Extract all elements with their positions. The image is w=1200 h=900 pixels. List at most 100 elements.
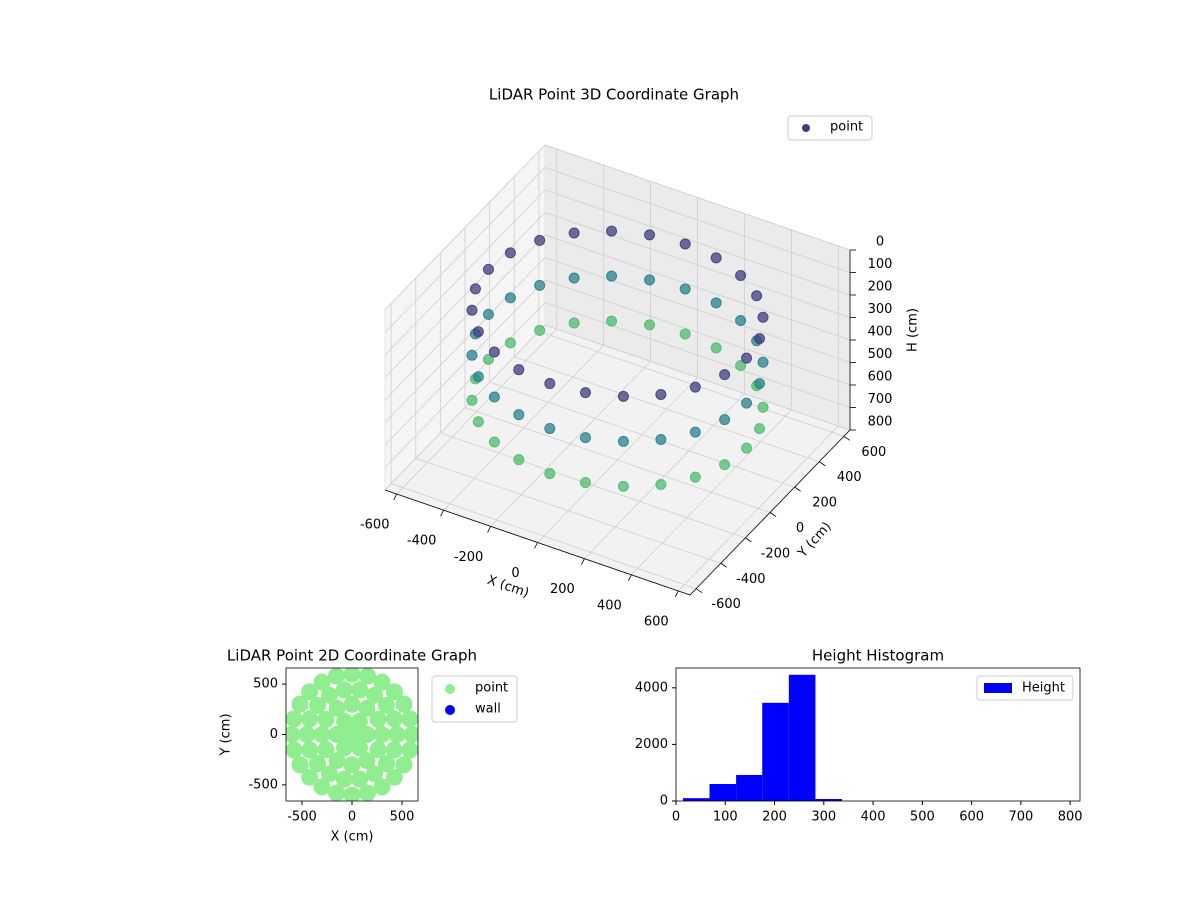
tick-mark	[819, 461, 826, 467]
point	[351, 681, 369, 699]
y-tick-label: 4000	[635, 680, 668, 695]
point	[617, 480, 629, 492]
point	[679, 283, 691, 295]
grid-line	[544, 324, 851, 431]
point	[343, 756, 361, 774]
y-tick-label: 0	[660, 794, 668, 809]
grid-line	[384, 212, 546, 378]
grid-line	[440, 432, 746, 539]
y-axis-label: Y (cm)	[219, 713, 234, 756]
z-tick-label: 0	[876, 235, 884, 250]
point	[335, 681, 353, 699]
z-tick-label: 300	[868, 302, 893, 317]
point	[568, 317, 580, 329]
x-tick-label: 200	[550, 582, 575, 597]
point	[757, 311, 769, 323]
point	[313, 778, 331, 796]
x-tick-label: 600	[644, 614, 669, 629]
point	[301, 683, 319, 701]
bar	[736, 774, 763, 801]
point	[343, 695, 361, 713]
plot-area	[286, 668, 418, 801]
point	[351, 712, 368, 730]
point	[472, 326, 484, 338]
point	[482, 353, 494, 365]
x-axis-label: X (cm)	[331, 830, 374, 845]
z-axis-label: H (cm)	[906, 308, 921, 352]
y-tick-label: -500	[248, 777, 278, 792]
grid-line	[384, 324, 546, 491]
point	[482, 263, 494, 275]
point	[351, 739, 368, 757]
point	[679, 238, 691, 250]
point	[388, 726, 406, 743]
point	[757, 401, 769, 413]
x-tick-label: 0	[348, 810, 356, 825]
axes-frame	[675, 667, 1081, 802]
point	[366, 765, 383, 783]
legend-label: point	[830, 120, 863, 135]
grid-line	[384, 234, 546, 401]
tick-mark	[695, 588, 703, 593]
x-tick-label: 300	[811, 810, 836, 825]
chart-title: Height Histogram	[812, 647, 944, 665]
point	[466, 349, 478, 361]
point	[359, 668, 376, 685]
point	[328, 752, 346, 770]
point	[689, 471, 701, 483]
point	[606, 270, 618, 282]
point	[369, 710, 387, 728]
point	[568, 272, 580, 284]
legend-marker	[802, 124, 810, 132]
point	[617, 390, 629, 402]
point	[741, 397, 753, 409]
bar	[709, 784, 737, 801]
x-tick-label: 0	[672, 810, 680, 825]
grid-line	[514, 356, 820, 463]
grid-line	[544, 167, 851, 273]
legend-marker	[445, 684, 455, 694]
point	[504, 292, 516, 304]
point	[309, 755, 326, 773]
grid-line	[384, 302, 546, 468]
point	[317, 741, 335, 759]
x-tick-label: 400	[861, 810, 886, 825]
point	[710, 297, 722, 309]
bar	[762, 702, 789, 801]
chart-title: LiDAR Point 2D Coordinate Graph	[227, 647, 477, 665]
x-tick-label: 700	[1008, 810, 1033, 825]
point	[328, 784, 345, 801]
point	[544, 468, 556, 480]
x-tick-label: 600	[959, 810, 984, 825]
tick-mark	[393, 493, 398, 501]
point	[534, 234, 546, 246]
grid-line	[544, 144, 851, 251]
point	[757, 356, 769, 368]
point	[301, 768, 319, 786]
point	[754, 333, 766, 345]
point	[313, 673, 331, 691]
point	[343, 668, 361, 683]
point	[385, 710, 403, 728]
bar	[815, 799, 843, 801]
y-tick-label: 400	[837, 470, 862, 485]
point	[655, 479, 667, 491]
grid-line	[384, 279, 546, 446]
point	[335, 770, 353, 788]
point	[719, 459, 731, 471]
y-tick-label: 500	[253, 677, 278, 692]
point	[735, 315, 747, 327]
point	[617, 435, 629, 447]
grid-line	[464, 407, 771, 513]
point	[513, 454, 525, 466]
tick-mark	[627, 574, 632, 581]
y-tick-label: -200	[761, 546, 791, 561]
point	[504, 247, 516, 259]
axis-line	[384, 489, 691, 596]
grid-line	[544, 257, 851, 363]
point	[751, 290, 763, 302]
x-tick-label: 800	[1058, 810, 1083, 825]
point	[385, 683, 403, 701]
point	[359, 784, 376, 801]
y-tick-label: 0	[270, 727, 278, 742]
